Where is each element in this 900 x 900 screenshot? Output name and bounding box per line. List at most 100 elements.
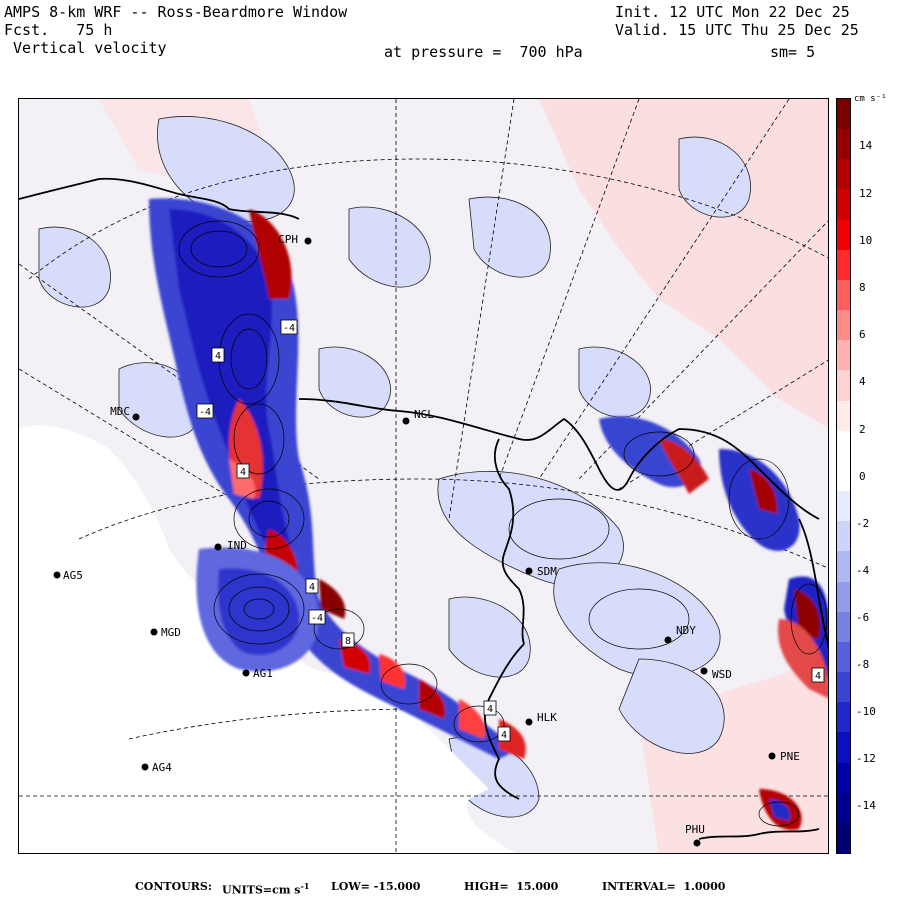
colorbar-segment <box>837 189 850 221</box>
white-region-2 <box>19 479 209 853</box>
footer-contours: CONTOURS: <box>135 880 212 893</box>
contour-label-box <box>211 347 225 363</box>
footer-interval: INTERVAL= 1.0000 <box>602 880 725 893</box>
contour-label-box <box>236 463 250 479</box>
footer-units-label: UNITS=cm s <box>222 883 301 897</box>
station-marker-sdm <box>525 567 533 575</box>
valid-time: Valid. 15 UTC Thu 25 Dec 25 <box>615 21 859 39</box>
colorbar-tick-label: -2 <box>856 517 870 530</box>
colorbar-segment <box>837 762 850 794</box>
colorbar-segment <box>837 310 850 341</box>
station-marker-ngl <box>402 417 410 425</box>
station-label-cph: CPH <box>278 233 298 246</box>
contour-label-boxes: 4 -4 4 4 8 -4 4 4 -4 4 <box>196 319 825 742</box>
colorbar-segment <box>837 792 850 824</box>
pressure-label: at pressure = <box>384 43 502 61</box>
pressure-level: at pressure = 700 hPa <box>384 43 583 61</box>
colorbar-segment <box>837 672 850 703</box>
footer-units-exp: -1 <box>300 881 310 891</box>
colorbar-tick-label: 12 <box>859 187 873 200</box>
forecast-label: Fcst. <box>4 21 50 39</box>
colorbar-segment <box>837 732 850 764</box>
colorbar-tick-label: 0 <box>859 470 866 483</box>
footer-high-label: HIGH= <box>464 880 509 893</box>
station-label-ngl: NGL <box>414 408 434 421</box>
colorbar-segment <box>837 581 850 613</box>
footer-low-value: -15.000 <box>373 880 421 893</box>
colorbar-tick-label: 8 <box>859 281 866 294</box>
station-label-ndy: NDY <box>676 624 696 637</box>
colorbar-segment <box>837 129 850 160</box>
station-label-ag1: AG1 <box>253 667 273 680</box>
station-marker-pne <box>768 752 776 760</box>
station-layer: CPH MDC NGL IND AG5 MGD AG1 AG4 SDM NDY WSD HLK PNE P… <box>53 233 800 847</box>
contour-label: -4 <box>199 407 211 418</box>
colorbar-tick-label: -4 <box>856 564 870 577</box>
footer-low: LOW= -15.000 <box>331 880 420 893</box>
colorbar-tick-label: -14 <box>856 799 876 812</box>
colorbar-segment <box>837 491 850 522</box>
colorbar-tick-label: 14 <box>859 139 873 152</box>
colorbar-segment <box>837 822 850 854</box>
init-time: Init. 12 UTC Mon 22 Dec 25 <box>615 3 850 21</box>
footer-high-value: 15.000 <box>516 880 559 893</box>
station-label-ind: IND <box>227 539 247 552</box>
station-label-sdm: SDM <box>537 565 557 578</box>
colorbar-tick-label: -10 <box>856 705 876 718</box>
station-marker-mdc <box>132 413 140 421</box>
contour-label-box <box>308 609 326 625</box>
station-marker-ag5 <box>53 571 61 579</box>
colorbar-segment <box>837 370 850 402</box>
footer-units: UNITS=cm s-1 <box>222 880 309 897</box>
colorbar-segment <box>837 611 850 643</box>
colorbar-segment <box>837 99 850 130</box>
colorbar-segment <box>837 340 850 372</box>
colorbar-segment <box>837 430 850 462</box>
footer-interval-label: INTERVAL= <box>602 880 676 893</box>
colorbar-segment <box>837 159 850 191</box>
colorbar-tick-label: 6 <box>859 328 866 341</box>
station-marker-ag4 <box>141 763 149 771</box>
station-marker-hlk <box>525 718 533 726</box>
colorbar-segment <box>837 641 850 673</box>
station-label-pne: PNE <box>780 750 800 763</box>
colorbar-segment <box>837 551 850 583</box>
colorbar-tick-label: 2 <box>859 423 866 436</box>
colorbar-segment <box>837 521 850 552</box>
colorbar-units: cm s⁻¹ <box>854 94 887 104</box>
map-panel[interactable]: 4 -4 4 4 8 -4 4 4 -4 4 CPH MDC NGL IND AG5 MGD AG1 AG4 SD… <box>18 98 829 854</box>
station-label-ag4: AG4 <box>152 761 172 774</box>
colorbar-segment <box>837 219 850 251</box>
contour-label: 4 <box>501 730 507 741</box>
station-marker-wsd <box>700 667 708 675</box>
vertical-velocity-map: 4 -4 4 4 8 -4 4 4 -4 4 CPH MDC NGL IND AG5 MGD AG1 AG4 SD… <box>19 99 828 853</box>
smoothing-label: sm= 5 <box>770 43 816 61</box>
contour-label-box <box>280 319 298 335</box>
contour-label: 4 <box>309 582 315 593</box>
footer-interval-value: 1.0000 <box>683 880 726 893</box>
colorbar <box>836 98 851 854</box>
station-marker-mgd <box>150 628 158 636</box>
contour-label-box <box>497 726 511 742</box>
contour-label-box <box>483 700 497 716</box>
station-label-phu: PHU <box>685 823 705 836</box>
station-label-ag5: AG5 <box>63 569 83 582</box>
contour-label: 4 <box>487 704 493 715</box>
station-marker-ndy <box>664 636 672 644</box>
contour-label: -4 <box>311 613 323 624</box>
contour-label-box <box>196 403 214 419</box>
colorbar-tick-label: -6 <box>856 611 870 624</box>
colorbar-segment <box>837 460 850 492</box>
contour-label-box <box>341 632 355 648</box>
colorbar-segment <box>837 702 850 733</box>
contour-label: -4 <box>283 323 295 334</box>
colorbar-tick-label: 4 <box>859 375 866 388</box>
header-left: AMPS 8-km WRF -- Ross-Beardmore Window F… <box>4 3 347 57</box>
contour-label: 4 <box>215 351 221 362</box>
station-label-hlk: HLK <box>537 711 557 724</box>
station-label-mgd: MGD <box>161 626 181 639</box>
station-marker-phu <box>693 839 701 847</box>
map-title: AMPS 8-km WRF -- Ross-Beardmore Window <box>4 3 348 21</box>
coastline <box>19 177 828 840</box>
contour-label: 4 <box>815 671 821 682</box>
